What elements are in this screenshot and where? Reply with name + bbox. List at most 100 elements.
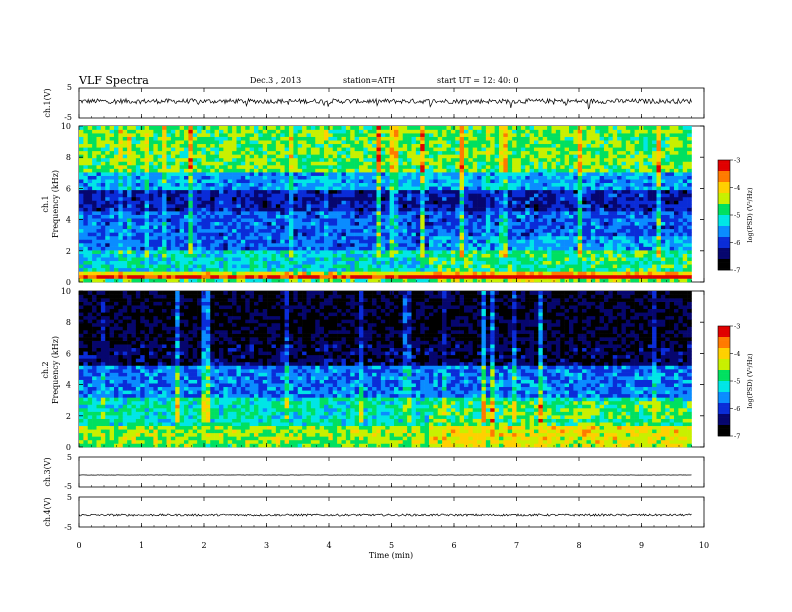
ch1-spectrogram-cell <box>359 143 364 148</box>
ch1-spectrogram-cell <box>184 189 189 194</box>
ch1-spectrogram-cell <box>380 133 386 137</box>
ch1-spectrogram-cell <box>525 126 530 130</box>
ch1-spectrogram-cell <box>424 225 430 230</box>
ch1-spectrogram-cell <box>166 154 172 159</box>
ch1-spectrogram-cell <box>547 179 552 184</box>
ch1-spectrogram-cell <box>249 267 255 272</box>
ch1-spectrogram-cell <box>520 200 526 205</box>
ch1-spectrogram-cell <box>507 179 513 184</box>
ch1-spectrogram-cell <box>302 136 307 141</box>
ch1-spectrogram-cell <box>407 182 412 187</box>
ch1-spectrogram-cell <box>551 239 557 244</box>
ch1-spectrogram-cell <box>240 221 246 226</box>
ch1-spectrogram-cell <box>271 264 277 269</box>
ch1-spectrogram-cell <box>197 147 202 152</box>
ch1-spectrogram-cell <box>455 239 460 244</box>
ch1-spectrogram-cell <box>446 136 452 141</box>
ch1-spectrogram-cell <box>175 172 180 176</box>
ch1-spectrogram-cell <box>415 278 421 283</box>
ch1-spectrogram-cell <box>188 221 194 226</box>
ch1-spectrogram-cell <box>525 200 530 205</box>
ch1-spectrogram-cell <box>415 243 421 247</box>
ch1-spectrogram-cell <box>411 253 417 258</box>
ch1-spectrogram-cell <box>494 253 500 258</box>
ch1-spectrogram-cell <box>275 189 281 194</box>
ch1-spectrogram-cell <box>245 189 250 194</box>
ch1-spectrogram-cell <box>175 218 180 223</box>
ch1-spectrogram-cell <box>144 147 150 152</box>
ch1-spectrogram-cell <box>310 221 316 226</box>
ch1-spectrogram-cell <box>433 143 439 148</box>
ch1-spectrogram-cell <box>429 214 434 219</box>
ch1-spectrogram-cell <box>157 157 163 162</box>
ch1-spectrogram-cell <box>219 193 224 198</box>
ch1-spectrogram-cell <box>424 271 430 276</box>
ch1-spectrogram-cell <box>293 239 299 244</box>
ch1-spectrogram-cell <box>420 157 425 162</box>
ch1-spectrogram-cell <box>542 200 548 205</box>
ch1-spectrogram-cell <box>385 235 390 240</box>
ch1-spectrogram-cell <box>105 140 110 145</box>
ch1-spectrogram-cell <box>385 271 390 276</box>
ch1-spectrogram-cell <box>407 157 412 162</box>
ch1-spectrogram-cell <box>249 246 255 251</box>
start-time-label: start UT = 12: 40: 0 <box>437 76 518 85</box>
ch1-spectrogram-cell <box>289 225 294 230</box>
ch1-spectrogram-cell <box>363 136 369 141</box>
ch1-spectrogram-cell <box>547 274 552 279</box>
ch1-spectrogram-cell <box>402 246 408 251</box>
ch1-spectrogram-cell <box>79 274 84 279</box>
ch1-spectrogram-cell <box>407 186 412 191</box>
ch1-spectrogram-cell <box>201 253 207 258</box>
ch1-spectrogram-cell <box>442 196 447 201</box>
ch1-spectrogram-cell <box>411 214 417 219</box>
ch1-spectrogram-cell <box>184 165 189 169</box>
ch1-spectrogram-cell <box>569 260 574 265</box>
ch1-spectrogram-cell <box>284 211 290 215</box>
ch1-spectrogram-cell <box>166 235 172 240</box>
ch1-spectrogram-cell <box>459 221 465 226</box>
ch1-spectrogram-cell <box>87 161 93 166</box>
ch1-spectrogram-cell <box>547 218 552 223</box>
ch1-spectrogram-cell <box>100 200 106 205</box>
ch1-spectrogram-cell <box>442 200 447 205</box>
ch1-spectrogram-cell <box>490 143 495 148</box>
ch1-spectrogram-cell <box>197 225 202 230</box>
ch1-spectrogram-cell <box>79 260 84 265</box>
ch1-spectrogram-cell <box>459 204 465 208</box>
ch1-spectrogram-cell <box>538 278 544 283</box>
ch1-spectrogram-cell <box>131 204 137 208</box>
ch1-spectrogram-cell <box>289 211 294 215</box>
ch1-spectrogram-cell <box>354 172 360 176</box>
ch1-spectrogram-cell <box>472 175 478 180</box>
ch1-spectrogram-cell <box>542 150 548 155</box>
ch1-spectrogram-cell <box>542 136 548 141</box>
ch1-spectrogram-cell <box>411 225 417 230</box>
ch1-spectrogram-cell <box>424 232 430 237</box>
ch1-spectrogram-cell <box>538 157 544 162</box>
ch1-spectrogram-cell <box>380 218 386 223</box>
ch1-spectrogram-cell <box>407 196 412 201</box>
ch1-spectrogram-cell <box>464 157 469 162</box>
ch1-spectrogram-cell <box>455 253 460 258</box>
ch1-spectrogram-cell <box>363 175 369 180</box>
ch1-spectrogram-cell <box>372 274 377 279</box>
ch1-spectrogram-cell <box>376 193 382 198</box>
ch1-spectrogram-cell <box>455 260 460 265</box>
ch1-spectrogram-cell <box>232 165 237 169</box>
ch1-spectrogram-cell <box>188 168 194 173</box>
ch1-spectrogram-cell <box>258 218 264 223</box>
ch1-spectrogram-cell <box>551 264 557 269</box>
ch1-spectrogram-cell <box>490 214 495 219</box>
ch1-spectrogram-cell <box>210 225 215 230</box>
ch1-spectrogram-cell <box>394 193 399 198</box>
ch1-spectrogram-cell <box>254 150 259 155</box>
ch1-spectrogram-cell <box>354 129 360 134</box>
ch1-spectrogram-cell <box>485 214 491 219</box>
ch1-spectrogram-cell <box>547 165 552 169</box>
ch1-spectrogram-cell <box>109 207 115 212</box>
ch1-spectrogram-cell <box>306 221 312 226</box>
ch1-spectrogram-cell <box>92 154 97 159</box>
ch1-spectrogram-cell <box>380 150 386 155</box>
ch1-spectrogram-cell <box>175 228 180 233</box>
